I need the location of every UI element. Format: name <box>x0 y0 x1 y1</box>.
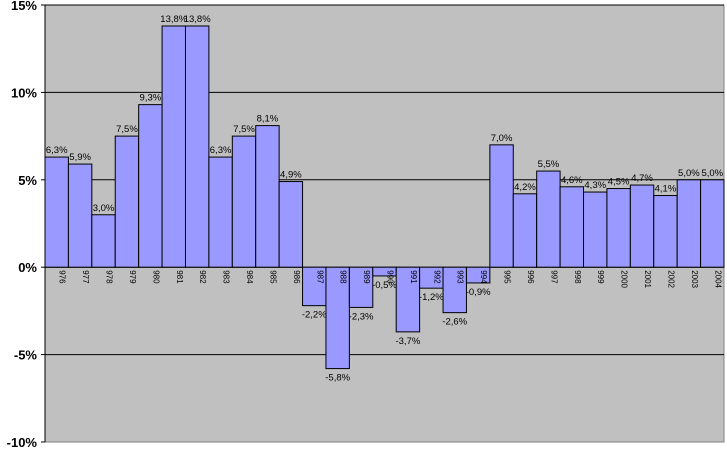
data-label: 7,5% <box>233 124 255 135</box>
data-label: 5,9% <box>69 152 91 163</box>
data-label: 4,5% <box>608 177 630 188</box>
data-labels: 6,3%5,9%3,0%7,5%9,3%13,8%13,8%6,3%7,5%8,… <box>46 14 724 384</box>
x-tick-label: 990 <box>386 270 395 284</box>
bar <box>255 125 280 268</box>
data-label: 6,3% <box>210 145 232 156</box>
data-label: -2,3% <box>349 311 374 322</box>
bar <box>559 186 585 268</box>
x-tick-label: 978 <box>105 270 114 284</box>
data-label: -5,8% <box>325 373 350 384</box>
x-tick-label: 976 <box>58 270 67 284</box>
y-tick-label: 15% <box>11 0 37 13</box>
bar <box>629 184 655 268</box>
x-tick-label: 982 <box>198 270 207 284</box>
bar <box>465 266 491 284</box>
x-tick-label: 986 <box>292 270 301 284</box>
x-tick-label: 977 <box>81 270 90 284</box>
y-tick-label: 0% <box>18 260 37 275</box>
bar <box>583 191 608 268</box>
data-label: 5,0% <box>701 168 723 179</box>
data-label: -0,5% <box>372 280 397 291</box>
data-label: 13,8% <box>184 14 211 25</box>
y-tick-label: -10% <box>7 435 38 450</box>
bar <box>606 188 631 268</box>
bar <box>536 170 561 268</box>
x-tick-label: 2003 <box>690 270 699 288</box>
bar <box>348 266 374 308</box>
data-label: -2,2% <box>302 310 327 321</box>
data-label: 13,8% <box>160 14 187 25</box>
data-label: -2,6% <box>442 317 467 328</box>
x-tick-label: 2004 <box>713 270 722 288</box>
x-tick-label: 994 <box>479 270 488 284</box>
x-tick-label: 997 <box>549 270 558 284</box>
y-tick-label: -5% <box>14 348 38 363</box>
x-tick-label: 999 <box>596 270 605 284</box>
bar <box>442 266 467 314</box>
bar <box>395 266 421 333</box>
x-tick-label: 992 <box>432 270 441 284</box>
data-label: 4,2% <box>514 182 536 193</box>
bars <box>44 25 725 370</box>
x-tick-label: 985 <box>268 270 277 284</box>
data-label: 7,0% <box>491 133 513 144</box>
data-label: 8,1% <box>257 114 279 125</box>
data-label: 5,0% <box>678 168 700 179</box>
data-label: 9,3% <box>140 93 162 104</box>
data-label: 4,3% <box>584 180 606 191</box>
bar <box>676 179 702 268</box>
bar <box>91 214 116 268</box>
x-tick-label: 987 <box>315 270 324 284</box>
y-tick-label: 10% <box>11 85 37 100</box>
data-label: -0,9% <box>466 287 491 298</box>
bar <box>208 156 233 268</box>
data-label: 5,5% <box>538 159 560 170</box>
x-tick-label: 980 <box>151 270 160 284</box>
x-tick-label: 991 <box>409 270 418 284</box>
bar <box>512 193 538 268</box>
x-tick-label: 989 <box>362 270 371 284</box>
x-tick-label: 983 <box>222 270 231 284</box>
data-label: 4,1% <box>655 184 677 195</box>
x-tick-label: 996 <box>526 270 535 284</box>
data-label: 4,7% <box>631 173 653 184</box>
bar <box>184 25 210 268</box>
data-label: -1,2% <box>419 292 444 303</box>
bar <box>114 135 140 268</box>
x-tick-label: 2002 <box>666 270 675 288</box>
bar <box>325 266 350 370</box>
y-tick-label: 5% <box>18 173 37 188</box>
x-tick-label: 2000 <box>620 270 629 288</box>
bar <box>489 144 514 268</box>
x-tick-label: 981 <box>175 270 184 284</box>
x-tick-label: 995 <box>503 270 512 284</box>
data-label: 4,9% <box>280 170 302 181</box>
bar <box>44 156 69 268</box>
bar <box>231 135 257 268</box>
y-axis: -10% -5% 0% 5% 10% 15% <box>7 0 46 450</box>
data-label: -3,7% <box>395 336 420 347</box>
x-tick-label: 988 <box>339 270 348 284</box>
x-tick-label: 998 <box>573 270 582 284</box>
x-tick-label: 2001 <box>643 270 652 288</box>
bar <box>138 104 163 268</box>
x-tick-label: 984 <box>245 270 254 284</box>
bar <box>161 25 186 268</box>
data-label: 6,3% <box>46 145 68 156</box>
x-axis-tick-labels: 976 977 978 979 980 981 982 983 984 985 986 987 988 9… <box>58 270 723 288</box>
bar <box>67 163 93 268</box>
bar <box>653 195 678 268</box>
bar <box>278 181 304 268</box>
x-tick-label: 979 <box>128 270 137 284</box>
data-label: 3,0% <box>93 203 115 214</box>
data-label: 4,6% <box>561 175 583 186</box>
x-tick-label: 993 <box>456 270 465 284</box>
data-label: 7,5% <box>116 124 138 135</box>
bar <box>700 179 725 268</box>
